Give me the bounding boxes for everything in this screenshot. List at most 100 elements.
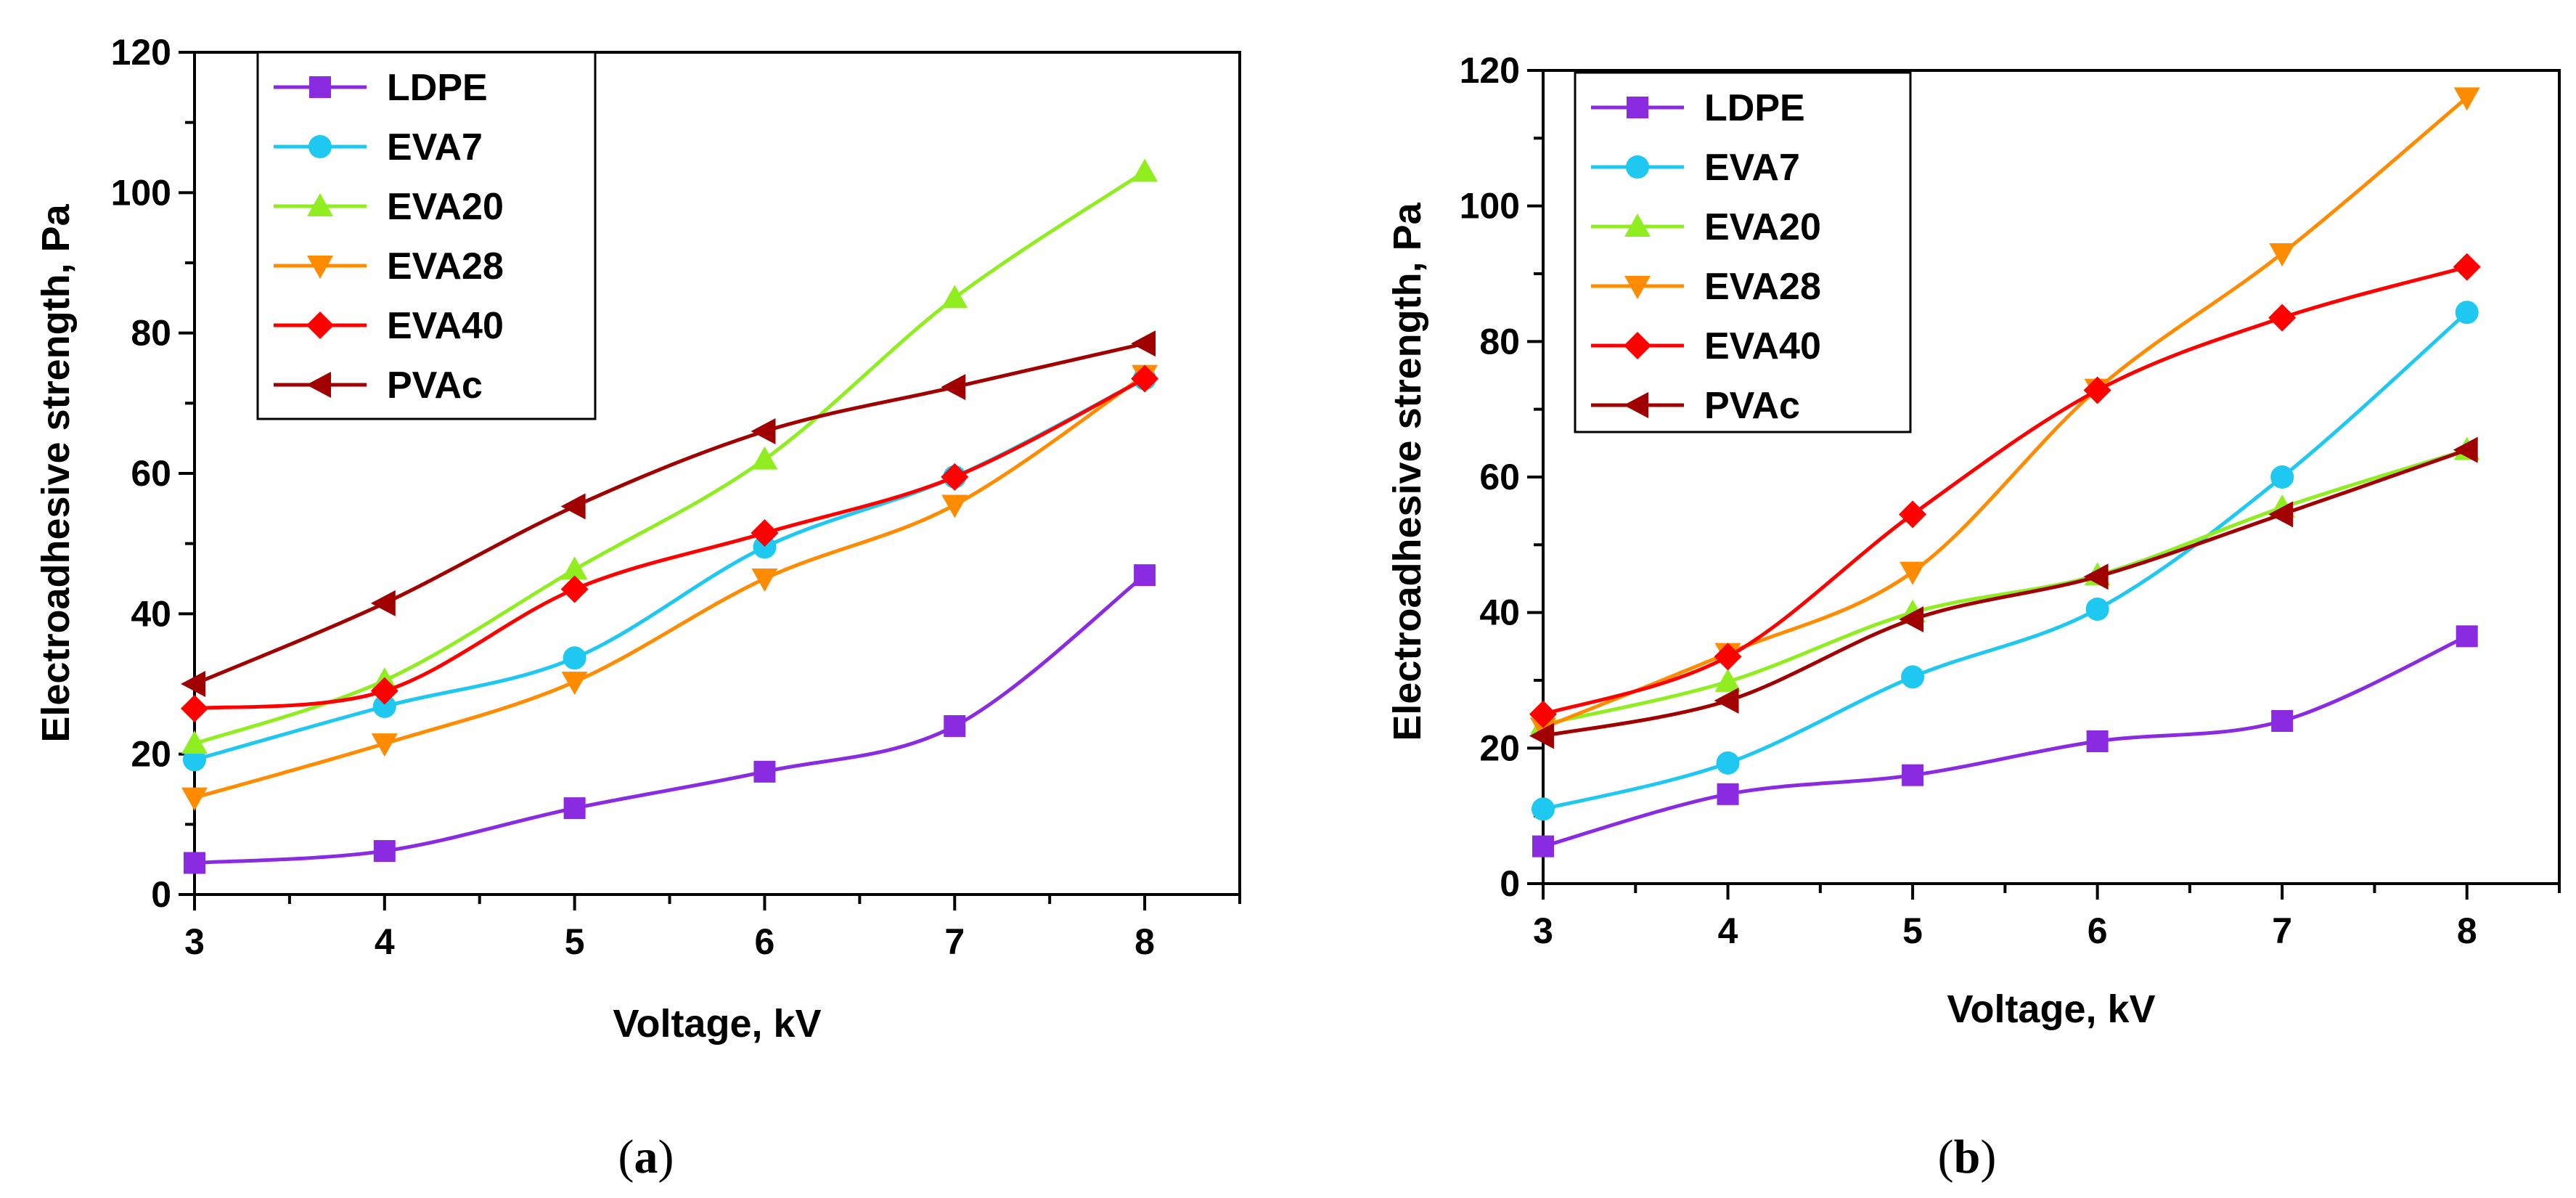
marker-square (563, 797, 586, 820)
y-axis-title: Electroadhesive strength, Pa (34, 203, 78, 742)
x-tick-label: 5 (1902, 910, 1923, 951)
marker-triangle-left (370, 590, 396, 616)
series-group (1529, 87, 2481, 857)
marker-diamond (751, 519, 779, 547)
y-tick-label: 20 (131, 734, 171, 775)
series-line (194, 373, 1146, 800)
legend: LDPE EVA7 EVA20 EVA28 EVA40 PVAc (256, 51, 597, 420)
series-line (194, 377, 1146, 711)
marker-square (373, 840, 396, 863)
y-axis-title: Electroadhesive strength, Pa (1386, 202, 1429, 741)
marker-diamond (2268, 303, 2297, 332)
legend-label: EVA7 (387, 126, 483, 168)
x-tick-label: 6 (2088, 910, 2108, 951)
marker-triangle-down (561, 672, 588, 696)
legend-label: EVA20 (1704, 206, 1821, 248)
y-tick-label: 0 (151, 874, 171, 915)
x-tick-label: 4 (375, 921, 395, 962)
marker-triangle-left (560, 493, 586, 520)
x-tick-label: 8 (2457, 910, 2477, 951)
marker-circle (2270, 465, 2294, 489)
y-tick-label: 80 (131, 313, 171, 354)
marker-diamond (2453, 253, 2481, 281)
marker-triangle-left (1714, 688, 1739, 714)
marker-triangle-left (2268, 501, 2294, 528)
y-tick-labels: 0 20 40 60 80 100 120 (111, 32, 171, 915)
chart-panel-b: 3 4 5 6 7 8 0 20 40 60 80 100 120 Voltage, kV Elect… (1386, 50, 2561, 1183)
y-tick-label: 60 (1479, 457, 1520, 497)
marker-triangle-left (1529, 722, 1554, 749)
series-line (1542, 96, 2469, 730)
marker-circle (753, 535, 777, 559)
series-group (181, 158, 1159, 874)
series-eva28 (1530, 87, 2480, 741)
marker-triangle-up (1714, 668, 1741, 692)
marker-triangle-left (2083, 563, 2109, 590)
legend-item-eva20: EVA20 (1591, 206, 1821, 248)
legend-item-eva7: EVA7 (1591, 147, 1800, 189)
marker-triangle-down (371, 733, 398, 757)
marker-circle (308, 135, 332, 158)
marker-diamond (1624, 332, 1651, 359)
marker-triangle-down (941, 494, 968, 518)
marker-diamond (941, 463, 969, 491)
y-tick-label: 40 (131, 593, 171, 634)
legend-item-eva7: EVA7 (274, 126, 483, 168)
marker-circle (2455, 301, 2479, 325)
legend-item-eva40: EVA40 (274, 305, 504, 347)
marker-triangle-up (307, 193, 333, 216)
series-line (1542, 265, 2468, 717)
marker-diamond (1899, 500, 1927, 529)
legend-box (1574, 71, 1912, 433)
series-line (1542, 635, 2468, 849)
marker-triangle-down (2453, 87, 2480, 111)
marker-square (184, 852, 205, 874)
marker-triangle-up (181, 730, 208, 754)
marker-triangle-down (181, 787, 208, 811)
series-ldpe (184, 564, 1156, 874)
series-line (194, 170, 1146, 746)
series-line (194, 341, 1145, 686)
series-line (1542, 448, 2468, 727)
axis-ticks (179, 51, 1241, 910)
marker-triangle-left (751, 418, 776, 444)
marker-triangle-up (1624, 213, 1651, 237)
y-tick-label: 60 (131, 453, 171, 494)
panel-letter-a: a (634, 1130, 658, 1183)
marker-diamond (370, 677, 398, 705)
marker-triangle-down (2269, 243, 2296, 266)
marker-triangle-left (306, 372, 331, 398)
marker-square (2271, 710, 2294, 732)
legend-label: EVA40 (1704, 325, 1821, 367)
series-eva40 (181, 364, 1159, 722)
y-tick-labels: 0 20 40 60 80 100 120 (1460, 50, 1520, 904)
marker-square (2456, 625, 2478, 648)
marker-square (309, 76, 331, 98)
marker-circle (1532, 797, 1555, 821)
legend-item-pvac: PVAc (274, 364, 483, 407)
marker-diamond (1131, 364, 1159, 393)
x-tick-labels: 3 4 5 6 7 8 (1533, 910, 2477, 951)
y-tick-label: 120 (1460, 50, 1520, 91)
legend-label: EVA28 (387, 245, 504, 288)
chart-panel-a: 3 4 5 6 7 8 0 20 40 60 80 100 120 Voltage, kV Elect… (34, 32, 1241, 1183)
legend-item-pvac: PVAc (1591, 385, 1800, 427)
marker-square (1902, 764, 1924, 786)
x-tick-label: 3 (184, 921, 205, 962)
legend-item-ldpe: LDPE (274, 67, 488, 109)
marker-triangle-down (307, 256, 333, 279)
marker-triangle-up (941, 285, 968, 309)
legend-label: EVA7 (1704, 147, 1800, 189)
series-pvac (1529, 436, 2478, 749)
marker-square (2086, 730, 2109, 752)
legend-box (256, 51, 597, 420)
x-tick-label: 7 (944, 921, 965, 962)
x-tick-label: 5 (565, 921, 585, 962)
y-tick-label: 100 (1460, 186, 1520, 227)
series-line (1542, 448, 2468, 738)
x-axis-title: Voltage, kV (613, 1002, 821, 1046)
legend-item-eva28: EVA28 (274, 245, 504, 288)
marker-square (753, 760, 776, 783)
series-eva7 (1532, 301, 2479, 821)
